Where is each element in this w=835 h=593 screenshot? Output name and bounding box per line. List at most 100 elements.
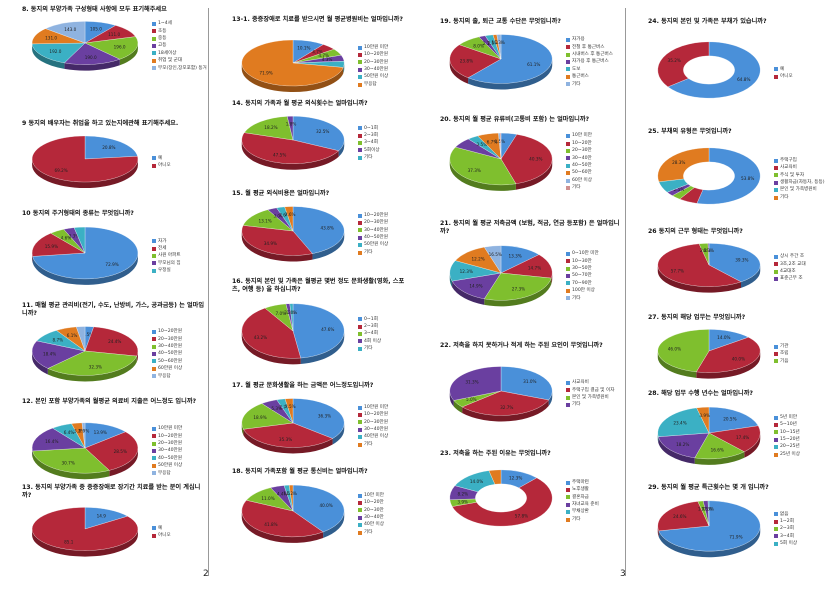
data-label-q14-3: 1.8% (286, 121, 297, 126)
legend-item-q15-1: 20~30만원 (358, 219, 388, 226)
legend-swatch (566, 266, 570, 271)
legend-swatch (774, 173, 778, 178)
legend-label: 50~70만 (572, 273, 592, 279)
legend-label: 0~10만 미만 (572, 251, 599, 257)
data-label-q17-4: 2.7% (279, 404, 290, 409)
legend-item-q18-3: 30~40만 (358, 514, 384, 521)
slice-q18-1 (241, 500, 324, 538)
legend-label: 0~1회 (364, 316, 378, 322)
legend-swatch (358, 235, 362, 240)
slice-q11-3 (31, 340, 86, 369)
legend-label: 20~30만원 (158, 336, 182, 342)
legend-label: 30~50만 (572, 265, 592, 271)
data-label-q21-5: 12.2% (471, 256, 484, 261)
chart-title-q16: 16. 동지의 본인 및 가족은 월평균 몇번 정도 문화생활(영화, 스포츠,… (232, 278, 405, 293)
legend-label: 5회 이상 (780, 541, 798, 547)
legend-swatch (566, 67, 570, 72)
legend-swatch (774, 430, 778, 435)
legend-q14: 0~1회 2~3회 3~4회 5회이상 기타 (358, 125, 380, 162)
chart-panel-q18: 18. 동지의 가족포함 월 평균 통신비는 얼마입니까? 40.0% 41.8% 1… (232, 468, 412, 564)
legend-swatch (358, 420, 362, 425)
legend-label: 기타 (780, 194, 789, 200)
legend-swatch (152, 463, 156, 468)
legend-swatch (358, 405, 362, 410)
legend-swatch (566, 251, 570, 256)
legend-label: 4회 이상 (364, 338, 382, 344)
legend-label: 1~2회 (780, 518, 794, 524)
data-label-q22-3: 31.3% (465, 379, 478, 384)
legend-swatch (566, 480, 570, 485)
legend-swatch (358, 530, 362, 535)
legend-label: 주식 및 투자 (780, 172, 805, 178)
data-label-q23-4: 14.0% (470, 479, 483, 484)
legend-swatch (358, 250, 362, 255)
legend-swatch (774, 158, 778, 163)
legend-swatch (358, 523, 362, 528)
data-label-q29-4: 0.3% (703, 506, 714, 511)
legend-label: 기타 (364, 346, 373, 352)
legend-item-q10-4: 우정실 (152, 267, 181, 274)
legend-item-q25-2: 주식 및 투자 (774, 172, 825, 179)
legend-swatch (774, 359, 778, 364)
legend-label: 20~30만원 (364, 59, 388, 65)
chart-panel-q12: 12. 본인 포함 부양가족의 월평균 의료비 지출은 어느정도 입니까? 13.… (22, 398, 207, 492)
slice-q19-0 (467, 34, 553, 84)
legend-item-q20-0: 10만 미만 (566, 132, 592, 139)
slice-q8-3 (64, 42, 121, 65)
chart-panel-q23: 23. 저축을 하는 주된 이유는 무엇입니까? 12.3% 57.8% 3.9% 8.… (440, 450, 620, 556)
slice-side-q26-0 (741, 265, 761, 288)
pie-chart-q25: 53.8% 2.5% 28.3% (657, 147, 761, 205)
legend-swatch (566, 380, 570, 385)
slice-side-q12-1 (109, 448, 138, 477)
data-label-q13_1-3: 4.3% (322, 57, 333, 62)
pie-chart-q16: 47.6% 43.2% 7.0%3.3%1.0% (241, 303, 345, 365)
left-page-divider (208, 8, 209, 576)
legend-item-q16-3: 4회 이상 (358, 338, 381, 345)
legend-item-q28-0: 5년 미만 (774, 414, 800, 421)
legend-item-q29-2: 2~3회 (774, 525, 797, 532)
legend-label: 초등 (158, 28, 167, 34)
legend-label: 10~20만원 (364, 412, 388, 418)
pie-chart-q10: 72.9% 15.9%4.6%3.3% (31, 226, 139, 285)
legend-q27: 기관 조립 기음 (774, 343, 788, 365)
legend-swatch (774, 527, 778, 532)
data-label-q21-1: 14.7% (528, 265, 541, 270)
legend-item-q18-4: 40만 이상 (358, 521, 384, 528)
slice-q17-0 (292, 398, 345, 439)
slice-side-q8-4 (32, 43, 65, 69)
legend-swatch (774, 67, 778, 72)
legend-label: 10~30만 (572, 258, 592, 264)
slice-side-q15-1 (241, 231, 313, 262)
legend-label: 10~20만 (364, 500, 384, 506)
data-label-q15-3: 3.0% (273, 213, 284, 218)
data-label-q21-3: 14.9% (469, 283, 482, 288)
legend-label: 사교육비 (572, 380, 589, 386)
legend-item-q8-4: 18세이상 (152, 50, 207, 57)
legend-swatch (358, 435, 362, 440)
slice-side-q11-3 (32, 351, 48, 375)
legend-label: 생활자금(자동차, 등등) (780, 180, 825, 186)
legend-item-q23-1: 노후생활 (566, 486, 599, 493)
data-label-q13_1-1: 4.7% (312, 49, 323, 54)
legend-item-q10-3: 부모님의 집 (152, 260, 181, 267)
legend-q26: 상시 주간 조 3조,2조 교대 4교대조 표준근무 조 (774, 253, 806, 283)
legend-item-q21-6: 기타 (566, 295, 599, 302)
legend-label: 40~50만원 (158, 455, 182, 461)
chart-title-q19: 19. 동지의 출, 퇴근 교통 수단은 무엇입니까? (440, 18, 561, 25)
legend-swatch (358, 75, 362, 80)
slice-q20-1 (500, 134, 553, 184)
legend-label: 20~30만 (572, 148, 592, 154)
slice-side-q29-0 (658, 526, 761, 558)
legend-item-q11-2: 30~40만원 (152, 343, 182, 350)
chart-title-q8: 8. 동지의 부양가족 구성형태 사항에 모두 표기해주세요 (22, 6, 167, 13)
chart-title-q10: 10 동지의 주거형태의 종류는 무엇입니까? (22, 210, 134, 217)
slice-side-q17-2 (241, 423, 244, 436)
slice-q9-1 (31, 135, 139, 183)
chart-panel-q29: 29. 동지의 월 평균 특근횟수는 몇 개 입니까? 71.9% 24.6% 1.7… (648, 484, 828, 578)
legend-item-q20-4: 40~50만 (566, 162, 592, 169)
legend-swatch (358, 324, 362, 329)
legend-item-q13-1: 아니오 (152, 532, 171, 539)
slice-side-q22-3 (449, 391, 454, 407)
slice-q24-1 (657, 41, 710, 88)
slice-side-q28-3 (658, 436, 695, 464)
